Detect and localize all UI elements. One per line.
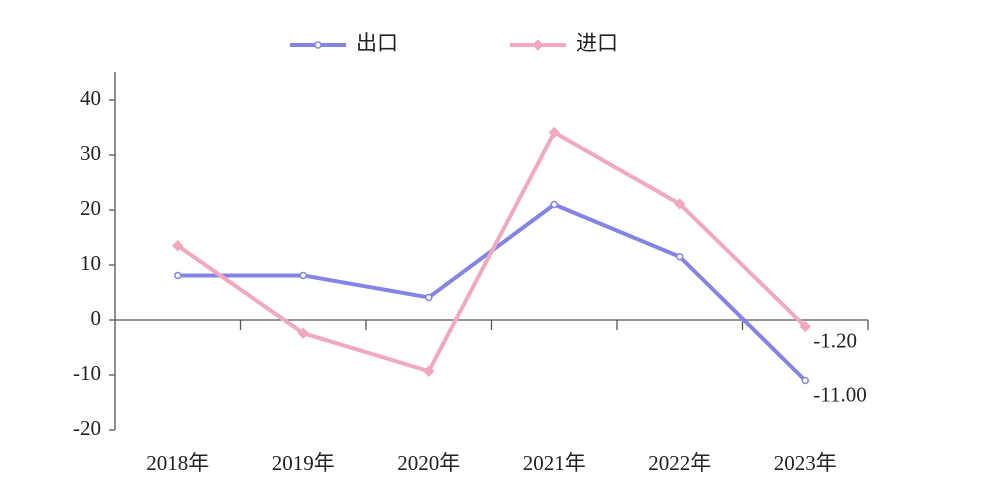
- data-label: -11.00: [813, 382, 866, 406]
- x-tick-label: 2019年: [272, 451, 335, 475]
- point: [801, 376, 809, 385]
- point: [423, 365, 435, 377]
- x-tick-label: 2021年: [523, 451, 586, 475]
- x-tick-label: 2018年: [146, 451, 209, 475]
- data-label: -1.20: [813, 328, 857, 352]
- point: [548, 126, 560, 139]
- point: [299, 271, 307, 280]
- x-tick-label: 2023年: [774, 451, 837, 475]
- y-tick-label: 10: [80, 251, 101, 275]
- point: [532, 39, 544, 51]
- y-tick-label: -10: [73, 361, 101, 385]
- point: [676, 253, 684, 261]
- y-tick-label: -20: [73, 416, 101, 440]
- point: [425, 293, 433, 302]
- point: [314, 41, 322, 49]
- y-tick-label: 40: [80, 86, 101, 110]
- point: [172, 240, 184, 252]
- point: [174, 271, 182, 280]
- y-tick-label: 30: [80, 141, 101, 165]
- y-tick-label: 20: [80, 196, 101, 220]
- point: [799, 320, 811, 333]
- series-line: [177, 202, 807, 382]
- series-line: [176, 130, 807, 374]
- point: [550, 200, 558, 209]
- x-tick-label: 2022年: [648, 451, 711, 475]
- y-tick-label: 0: [91, 306, 102, 330]
- point: [674, 198, 686, 210]
- x-tick-label: 2020年: [397, 451, 460, 475]
- legend-label: 出口: [356, 31, 398, 55]
- point: [297, 327, 309, 339]
- legend-label: 进口: [576, 31, 618, 55]
